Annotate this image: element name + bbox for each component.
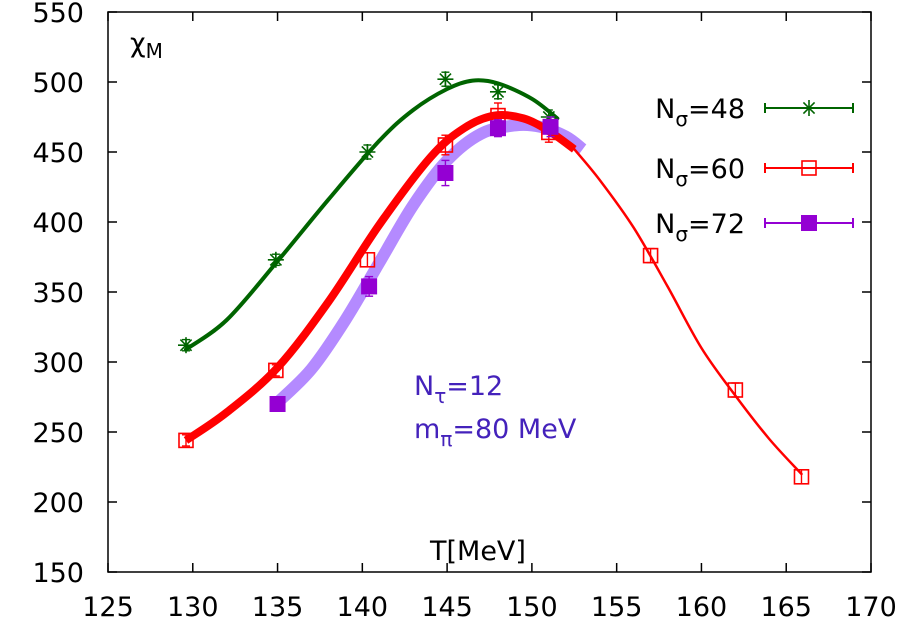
open-square-marker	[359, 252, 376, 268]
data-points	[177, 71, 810, 485]
legend-label-suffix: =48	[688, 94, 745, 125]
marker-stroke	[179, 339, 193, 352]
filled-square-marker	[361, 278, 378, 295]
marker-stroke	[491, 85, 505, 98]
open-square-marker	[793, 468, 810, 485]
marker-stroke	[361, 145, 374, 159]
filled-square-marker	[437, 165, 454, 181]
filled-square-marker	[801, 215, 817, 231]
annotation-mpi-main: m	[414, 414, 440, 445]
error-bar	[271, 364, 280, 377]
annotation-ntau-main: N	[414, 371, 434, 402]
marker-stroke	[439, 73, 452, 86]
y-tick-label: 400	[32, 208, 84, 239]
legend-label-suffix: =72	[688, 209, 745, 240]
x-tick-label: 165	[760, 592, 812, 623]
y-axis-title-main: χ	[130, 28, 146, 59]
series-curve	[183, 78, 560, 352]
legend-label-sub: σ	[675, 167, 688, 191]
series-curve	[573, 147, 803, 476]
x-axis-title: T[MeV]	[429, 536, 526, 567]
legend-label-suffix: =60	[688, 154, 745, 185]
x-tick-label: 130	[167, 592, 219, 623]
x-tick-label: 155	[591, 592, 643, 623]
filled-square-marker	[489, 120, 506, 137]
x-tick-label: 150	[506, 592, 558, 623]
y-tick-label: 200	[32, 488, 84, 519]
filled-square-marker	[269, 396, 286, 412]
marker-stroke	[802, 101, 816, 115]
series-band	[183, 110, 577, 444]
y-tick-label: 450	[32, 138, 84, 169]
legend-label-main: N	[655, 94, 675, 125]
x-tick-label: 170	[845, 592, 897, 623]
annotation-ntau-suffix: =12	[446, 371, 503, 402]
annotation-mpi: mπ=80 MeV	[414, 414, 577, 451]
annotation-ntau-sub: τ	[434, 384, 446, 408]
filled-square-marker	[542, 118, 559, 135]
asterisk-marker	[801, 100, 817, 116]
open-square-marker	[642, 247, 659, 264]
asterisk-marker	[177, 337, 194, 354]
y-tick-label: 250	[32, 418, 84, 449]
legend-label: Nσ=60	[655, 154, 745, 191]
x-tick-label: 125	[82, 592, 134, 623]
error-bar	[363, 252, 372, 268]
marker-stroke	[269, 253, 283, 266]
series-band	[273, 118, 587, 407]
legend-label-main: N	[655, 209, 675, 240]
plot-frame	[107, 11, 872, 573]
annotation-mpi-sub: π	[440, 427, 452, 451]
legend-label-sub: σ	[675, 107, 688, 131]
x-tick-labels: 125 130 135 140 145 150 155 160 165 170	[82, 592, 897, 623]
y-tick-label: 350	[32, 278, 84, 309]
x-tick-label: 140	[337, 592, 389, 623]
x-tick-label: 145	[421, 592, 473, 623]
asterisk-marker	[359, 144, 376, 160]
y-axis-title-sub: M	[146, 39, 163, 63]
error-bar	[181, 434, 190, 447]
legend-label: Nσ=72	[655, 209, 745, 246]
legend-label-sub: σ	[675, 222, 688, 246]
y-tick-labels: 150 200 250 300 350 400 450 500 550	[32, 0, 84, 589]
legend-label: Nσ=48	[655, 94, 745, 131]
open-square-marker	[437, 137, 454, 153]
y-axis-title: χM	[130, 28, 163, 63]
axis-ticks	[107, 11, 872, 573]
open-square-marker	[268, 362, 284, 379]
open-square-marker	[727, 382, 744, 398]
y-tick-label: 150	[32, 558, 84, 589]
legend-sample	[764, 163, 854, 173]
open-square-marker	[178, 432, 194, 449]
open-square-marker	[801, 160, 817, 176]
asterisk-marker	[437, 71, 454, 88]
annotation-mpi-suffix: =80 MeV	[452, 414, 576, 445]
asterisk-marker	[489, 83, 506, 100]
y-tick-label: 550	[32, 0, 84, 29]
annotation-ntau: Nτ=12	[414, 371, 503, 408]
asterisk-marker	[267, 251, 284, 268]
y-tick-label: 300	[32, 348, 84, 379]
x-tick-label: 160	[676, 592, 728, 623]
y-tick-label: 500	[32, 68, 84, 99]
legend-label-main: N	[655, 154, 675, 185]
x-tick-label: 135	[252, 592, 304, 623]
